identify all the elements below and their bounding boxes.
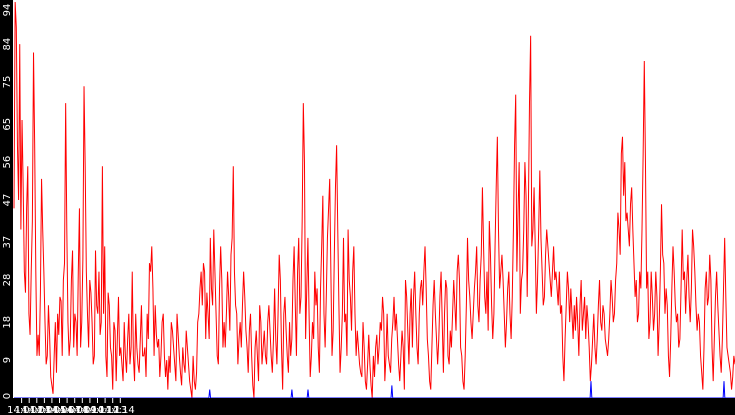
x-tick-label: 14:11 [83, 405, 112, 415]
x-tick-label: 14:13 [98, 405, 127, 415]
y-tick-label: 47 [2, 194, 13, 207]
y-tick-label: 84 [2, 38, 13, 51]
x-tick-label: 14:12 [91, 405, 120, 415]
y-tick-label: 94 [2, 4, 13, 17]
x-tick-label: 14:08 [60, 405, 89, 415]
x-tick-label: 14:06 [45, 405, 74, 415]
y-tick-label: 18 [2, 316, 13, 329]
y-axis-band [0, 0, 13, 415]
y-tick-label: 9 [2, 357, 13, 363]
series-line-1 [13, 1, 735, 399]
x-tick-label: 14:07 [53, 405, 82, 415]
y-tick-label: 75 [2, 76, 13, 89]
x-tick-label: 14:05 [37, 405, 66, 415]
y-tick-label: 56 [2, 156, 13, 169]
x-tick-label: 14:10 [75, 405, 104, 415]
x-tick-label: 14:14 [106, 405, 135, 415]
x-tick-label: 14:02 [15, 405, 44, 415]
x-tick-label: 14:04 [30, 405, 59, 415]
x-axis: 14:0114:0214:0314:0414:0514:0614:0714:08… [7, 398, 135, 415]
x-axis-band [0, 398, 735, 415]
y-tick-label: 37 [2, 236, 13, 249]
x-tick-label: 14:01 [7, 405, 36, 415]
x-tick-label: 14:09 [68, 405, 97, 415]
y-tick-label: 28 [2, 274, 13, 287]
y-tick-label: 65 [2, 118, 13, 131]
y-axis: 0 9 18 28 37 47 56 65 75 84 94 [2, 4, 13, 400]
y-tick-label: 0 [2, 393, 13, 399]
x-tick-label: 14:03 [22, 405, 51, 415]
